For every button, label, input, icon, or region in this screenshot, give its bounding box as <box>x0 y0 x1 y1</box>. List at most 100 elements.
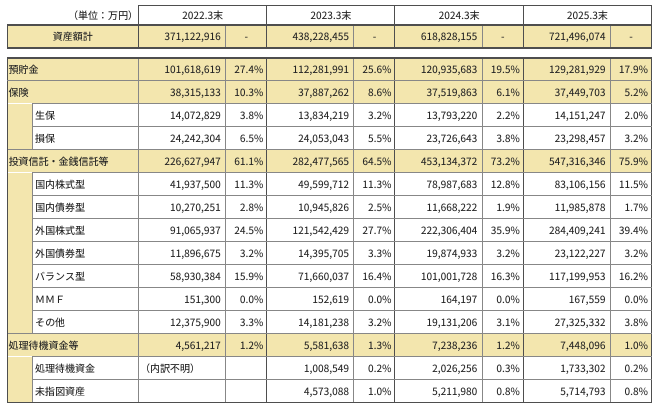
table-row: 預貯金 101,618,619 27.4% 112,281,991 25.6% 120,9… <box>6 57 652 81</box>
sub-row-label: 外国株式型 <box>32 218 139 242</box>
value-cell: 121,542,429 <box>266 218 355 242</box>
value-cell: 24,053,043 <box>266 126 355 150</box>
value-cell: 23,298,457 <box>522 126 611 150</box>
value-cell: 101,618,619 <box>137 57 227 81</box>
percent-cell <box>225 356 268 380</box>
percent-cell: 2.5% <box>353 195 396 219</box>
percent-cell: 2.2% <box>481 103 524 127</box>
percent-cell: 39.4% <box>609 218 652 242</box>
percent-cell: 6.1% <box>481 80 524 104</box>
percent-cell: 75.9% <box>609 149 652 173</box>
total-value-cell: 371,122,916 <box>137 23 227 49</box>
value-cell: 7,238,236 <box>394 333 483 357</box>
value-cell: 83,106,156 <box>522 172 611 196</box>
percent-cell: 1.9% <box>481 195 524 219</box>
value-cell: 27,325,332 <box>522 310 611 334</box>
percent-cell: 10.3% <box>225 80 268 104</box>
value-cell: 11,668,222 <box>394 195 483 219</box>
value-cell: 23,726,643 <box>394 126 483 150</box>
category-strip <box>6 195 33 219</box>
percent-cell: 3.2% <box>353 310 396 334</box>
percent-cell: 1.0% <box>353 379 396 403</box>
value-cell: 547,316,346 <box>522 149 611 173</box>
value-cell: 226,627,947 <box>137 149 227 173</box>
table-row: 処理待機資金 （内訳不明） 1,008,549 0.2% 2,026,256 0.3% 1,… <box>6 356 652 380</box>
table-row: バランス型 58,930,384 15.9% 71,660,037 16.4% 101,0… <box>6 264 652 288</box>
percent-cell: 3.3% <box>353 241 396 265</box>
row-label: 処理待機資金等 <box>6 333 139 357</box>
category-strip <box>6 287 33 311</box>
value-cell: 78,987,683 <box>394 172 483 196</box>
value-cell: 5,714,793 <box>522 379 611 403</box>
table-row: 保険 38,315,133 10.3% 37,887,262 8.6% 37,519,86… <box>6 80 652 104</box>
percent-cell: 0.2% <box>609 356 652 380</box>
table-row: 生保 14,072,829 3.8% 13,834,219 3.2% 13,793,220… <box>6 103 652 127</box>
percent-cell: 16.2% <box>609 264 652 288</box>
sub-row-label: 損保 <box>32 126 139 150</box>
value-cell: 91,065,937 <box>137 218 227 242</box>
table-row: 国内株式型 41,937,500 11.3% 49,599,712 11.3% 78,98… <box>6 172 652 196</box>
category-strip <box>6 310 33 334</box>
row-label: 預貯金 <box>6 57 139 81</box>
percent-cell: 11.3% <box>225 172 268 196</box>
total-percent-cell: - <box>609 23 652 49</box>
percent-cell: 1.3% <box>353 333 396 357</box>
breakdown-table-grid: 預貯金 101,618,619 27.4% 112,281,991 25.6% 120,9… <box>6 56 652 403</box>
percent-cell: 0.3% <box>481 356 524 380</box>
value-cell: 453,134,372 <box>394 149 483 173</box>
percent-cell: 3.2% <box>609 241 652 265</box>
value-cell: 12,375,900 <box>137 310 227 334</box>
value-cell: 112,281,991 <box>266 57 355 81</box>
percent-cell: 5.5% <box>353 126 396 150</box>
breakdown-table: 預貯金 101,618,619 27.4% 112,281,991 25.6% 120,9… <box>6 56 652 403</box>
year-column-header: 2023.3末 <box>266 5 396 25</box>
table-row: ＭＭＦ 151,300 0.0% 152,619 0.0% 164,197 0.0% 167,… <box>6 287 652 311</box>
sub-row-label: 未指図資産 <box>32 379 139 403</box>
percent-cell: 11.5% <box>609 172 652 196</box>
sub-row-label: 生保 <box>32 103 139 127</box>
value-cell: 284,409,241 <box>522 218 611 242</box>
percent-cell: 2.8% <box>225 195 268 219</box>
value-cell: 11,896,675 <box>137 241 227 265</box>
value-cell: 282,477,565 <box>266 149 355 173</box>
value-cell: 41,937,500 <box>137 172 227 196</box>
category-strip <box>6 379 33 403</box>
sub-row-label: 国内株式型 <box>32 172 139 196</box>
percent-cell: 3.8% <box>225 103 268 127</box>
percent-cell: 16.3% <box>481 264 524 288</box>
total-percent-cell: - <box>225 23 268 49</box>
percent-cell: 3.8% <box>481 126 524 150</box>
total-value-cell: 721,496,074 <box>522 23 611 49</box>
value-cell: 151,300 <box>137 287 227 311</box>
total-value-cell: 618,828,155 <box>394 23 483 49</box>
value-cell: 13,834,219 <box>266 103 355 127</box>
percent-cell: 0.0% <box>225 287 268 311</box>
percent-cell: 16.4% <box>353 264 396 288</box>
value-cell: （内訳不明） <box>137 356 227 380</box>
value-cell: 101,001,728 <box>394 264 483 288</box>
percent-cell: 1.0% <box>609 333 652 357</box>
value-cell: 23,122,227 <box>522 241 611 265</box>
percent-cell: 27.4% <box>225 57 268 81</box>
table-row: 処理待機資金等 4,561,217 1.2% 5,581,638 1.3% 7,238,2… <box>6 333 652 357</box>
table-row: 未指図資産 4,573,088 1.0% 5,211,980 0.8% 5,714,793… <box>6 379 652 403</box>
percent-cell: 11.3% <box>353 172 396 196</box>
sub-row-label: その他 <box>32 310 139 334</box>
value-cell: 37,519,863 <box>394 80 483 104</box>
percent-cell: 24.5% <box>225 218 268 242</box>
table-row: その他 12,375,900 3.3% 14,181,238 3.2% 19,131,20… <box>6 310 652 334</box>
year-header-row: （単位：万円） 2022.3末 2023.3末 2024.3末 2025.3末 <box>7 5 652 25</box>
category-strip <box>6 356 33 380</box>
sub-row-label: ＭＭＦ <box>32 287 139 311</box>
percent-cell: 3.1% <box>481 310 524 334</box>
row-label: 投資信託・金銭信託等 <box>6 149 139 173</box>
table-row: 外国債券型 11,896,675 3.2% 14,395,705 3.3% 19,874,… <box>6 241 652 265</box>
table-row: 国内債券型 10,270,251 2.8% 10,945,826 2.5% 11,668,… <box>6 195 652 219</box>
value-cell <box>137 379 227 403</box>
value-cell: 19,874,933 <box>394 241 483 265</box>
value-cell: 13,793,220 <box>394 103 483 127</box>
percent-cell: 3.8% <box>609 310 652 334</box>
percent-cell: 0.2% <box>353 356 396 380</box>
percent-cell: 3.3% <box>225 310 268 334</box>
summary-table-grid: （単位：万円） 2022.3末 2023.3末 2024.3末 2025.3末 資産額計… <box>6 5 652 49</box>
